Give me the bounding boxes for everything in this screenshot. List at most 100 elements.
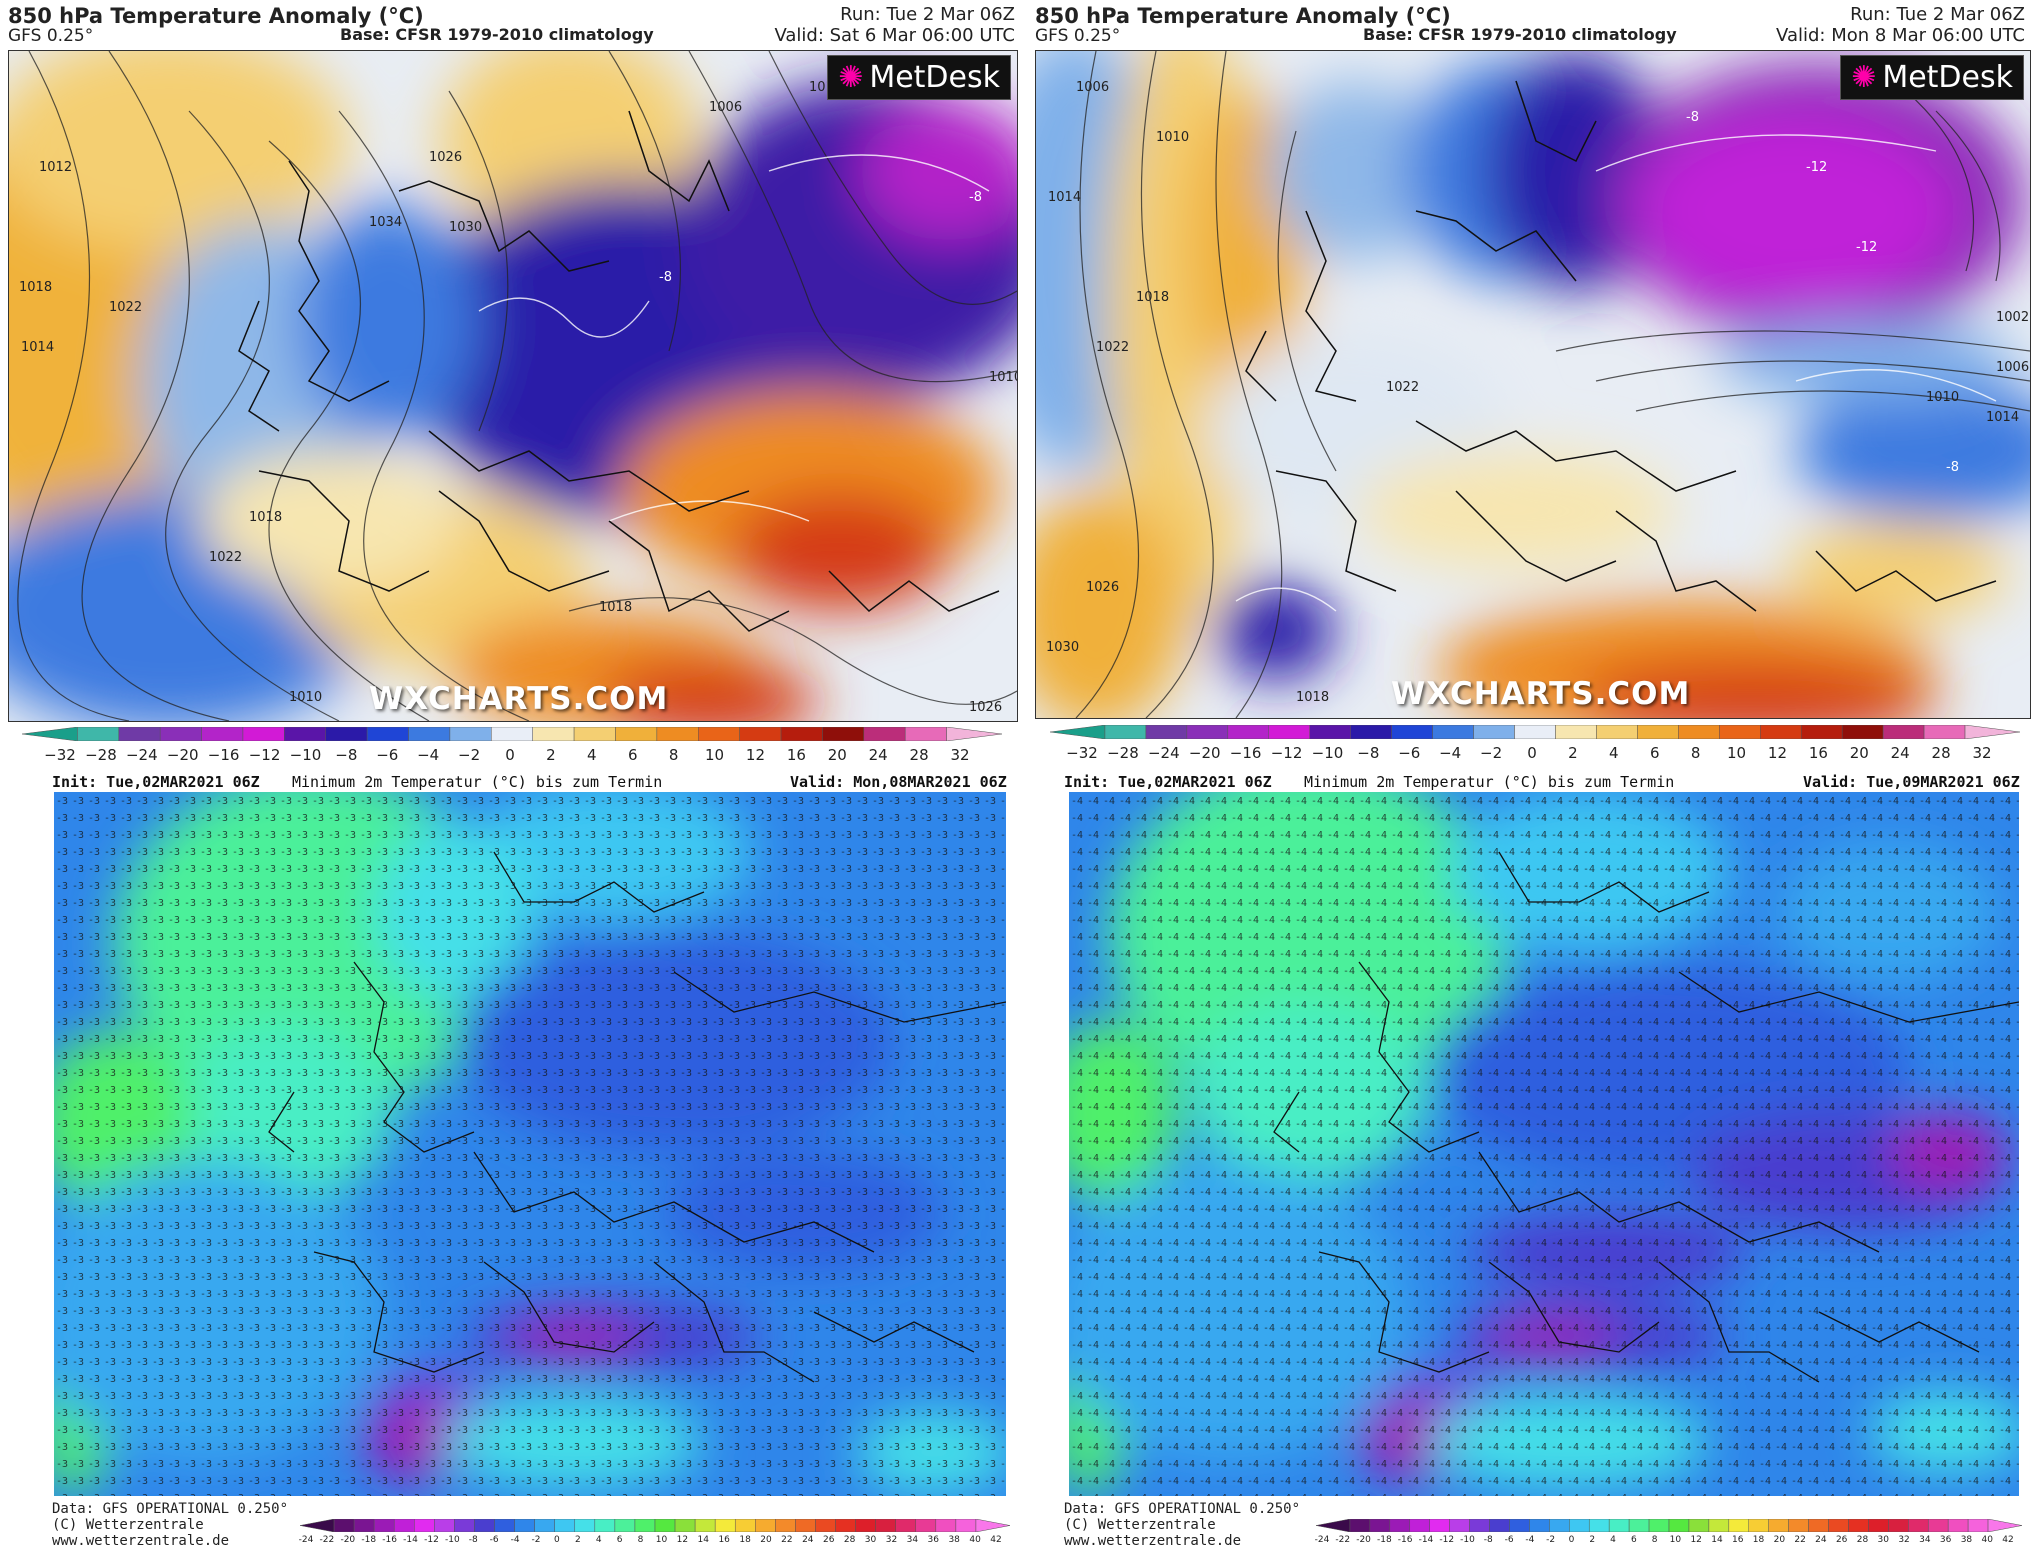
isobar-label: 1014 [1986, 410, 2019, 425]
anomaly-map[interactable]: 1006 1010 1014 1018 1022 1026 1030 1018 … [1035, 50, 2031, 719]
scale-tick-label: −6 [1398, 744, 1421, 762]
valid-label: Valid: Mon 8 Mar 06:00 UTC [1776, 25, 2025, 46]
scale-tick-label: −28 [1107, 744, 1139, 762]
scale-tick-label: 18 [1752, 1535, 1765, 1545]
scale-swatch [1678, 725, 1720, 739]
footer-url[interactable]: www.wetterzentrale.de [52, 1533, 230, 1549]
scale-swatch [904, 727, 947, 741]
scale-tick-label: −2 [458, 746, 481, 764]
scale-tick-label: -8 [1483, 1535, 1493, 1545]
scale-swatch [835, 1519, 856, 1532]
scale-swatch [1529, 1519, 1550, 1532]
min-temp-scale-labels: -24 -22 -20 -18 -16 -14 -12 -10 -8 -6 -4 -2 0 2 4 6 8 10 1… [299, 1535, 1002, 1547]
scale-swatch [1555, 725, 1597, 739]
scale-swatch [1927, 1519, 1949, 1532]
scale-tick-label: 10 [704, 746, 725, 764]
scale-tick-label: 2 [546, 746, 556, 764]
isobar-label: 1006 [709, 100, 742, 115]
isobar-label: 1030 [449, 220, 482, 235]
scale-tick-label: -20 [1356, 1535, 1371, 1545]
scale-swatch [1588, 1519, 1610, 1532]
scale-swatch [1964, 725, 2020, 739]
scale-tick-label: -6 [489, 1535, 499, 1545]
scale-swatch [1760, 725, 1802, 739]
scale-tick-label: −10 [1311, 744, 1344, 762]
footer-url[interactable]: www.wetterzentrale.de [1064, 1533, 1242, 1549]
scale-tick-label: -4 [510, 1535, 520, 1545]
scale-tick-label: 20 [760, 1535, 772, 1545]
scale-tick-label: 24 [1815, 1535, 1827, 1545]
metdesk-star-icon: ✺ [1851, 60, 1877, 95]
scale-swatch [1808, 1519, 1829, 1532]
scale-swatch [1848, 1519, 1869, 1532]
scale-tick-label: 4 [595, 1535, 602, 1545]
scale-tick-label: 28 [1856, 1535, 1869, 1545]
anomaly-map[interactable]: 1012 1018 1014 1022 1026 1030 1034 1010 … [8, 50, 1018, 722]
scale-swatch [77, 727, 120, 741]
scale-tick-label: 0 [1568, 1535, 1575, 1545]
scale-swatch [975, 1519, 1010, 1532]
scale-swatch [1888, 1519, 1909, 1532]
scale-tick-label: 38 [1960, 1535, 1973, 1545]
valid-label: Valid: Tue,09MAR2021 06Z [1803, 773, 2020, 791]
isobar-label: 1022 [209, 550, 242, 565]
scale-tick-label: 0 [1527, 744, 1537, 762]
min-temp-map-graphic: -3 [54, 792, 1006, 1496]
scale-swatch [1473, 725, 1515, 739]
scale-tick-label: 32 [950, 746, 970, 764]
scale-swatch [1389, 1519, 1411, 1532]
footer-data: Data: GFS OPERATIONAL 0.250° [1064, 1501, 1301, 1517]
scale-swatch [775, 1519, 796, 1532]
scale-tick-label: 28 [909, 746, 929, 764]
isobar-label: 1026 [1086, 580, 1119, 595]
scale-swatch [875, 1519, 896, 1532]
scale-swatch [353, 1519, 375, 1532]
scale-swatch [1800, 725, 1843, 739]
footer-copyright: (C) Wetterzentrale [1064, 1517, 1216, 1533]
scale-swatch [614, 1519, 636, 1532]
scale-swatch [1967, 1519, 1989, 1532]
min-temp-color-scale [1316, 1519, 2022, 1532]
scale-tick-label: −4 [1439, 744, 1462, 762]
scale-tick-label: -2 [531, 1535, 541, 1545]
scale-swatch [449, 727, 492, 741]
isobar-label: 1026 [969, 700, 1002, 715]
scale-swatch [714, 1519, 736, 1532]
scale-tick-label: 28 [843, 1535, 856, 1545]
scale-swatch [532, 727, 575, 741]
scale-swatch [1309, 725, 1351, 739]
scale-tick-label: −4 [417, 746, 440, 764]
scale-swatch [594, 1519, 616, 1532]
footer-copyright: (C) Wetterzentrale [52, 1517, 204, 1533]
anomaly-scale-labels: −32 −28 −24 −20 −16 −12 −10 −8 −6 −4 −2 0 2 4 6 8 10 12 16… [44, 746, 969, 766]
min-temp-map[interactable]: -3 [54, 792, 1006, 1496]
scale-swatch [1688, 1519, 1710, 1532]
scale-swatch [333, 1519, 355, 1532]
scale-swatch [739, 727, 782, 741]
scale-swatch [1349, 1519, 1371, 1532]
min-temp-map[interactable]: -4 [1069, 792, 2019, 1496]
isobar-label: 1018 [599, 600, 632, 615]
isobar-label: 1010 [1156, 130, 1189, 145]
scale-swatch [1628, 1519, 1650, 1532]
base-label: Base: CFSR 1979-2010 climatology [1363, 25, 1677, 44]
scale-swatch [815, 1519, 836, 1532]
isobar-label: 1030 [1046, 640, 1079, 655]
scale-swatch [1409, 1519, 1430, 1532]
scale-tick-label: −32 [44, 746, 76, 764]
scale-tick-label: 8 [1651, 1535, 1658, 1545]
scale-swatch [1768, 1519, 1789, 1532]
scale-tick-label: −2 [1480, 744, 1503, 762]
metdesk-logo: ✺ MetDesk [1840, 55, 2024, 100]
chart-title: Minimum 2m Temperatur (°C) bis zum Termi… [292, 773, 663, 791]
scale-tick-label: 10 [1669, 1535, 1682, 1545]
scale-swatch [1268, 725, 1310, 739]
scale-swatch [554, 1519, 576, 1532]
scale-tick-label: 24 [1890, 744, 1910, 762]
scale-tick-label: 6 [1649, 744, 1660, 762]
scale-swatch [1469, 1519, 1490, 1532]
scale-swatch [414, 1519, 435, 1532]
scale-tick-label: -22 [319, 1535, 335, 1545]
scale-tick-label: 12 [676, 1535, 689, 1545]
scale-tick-label: 8 [637, 1535, 644, 1545]
